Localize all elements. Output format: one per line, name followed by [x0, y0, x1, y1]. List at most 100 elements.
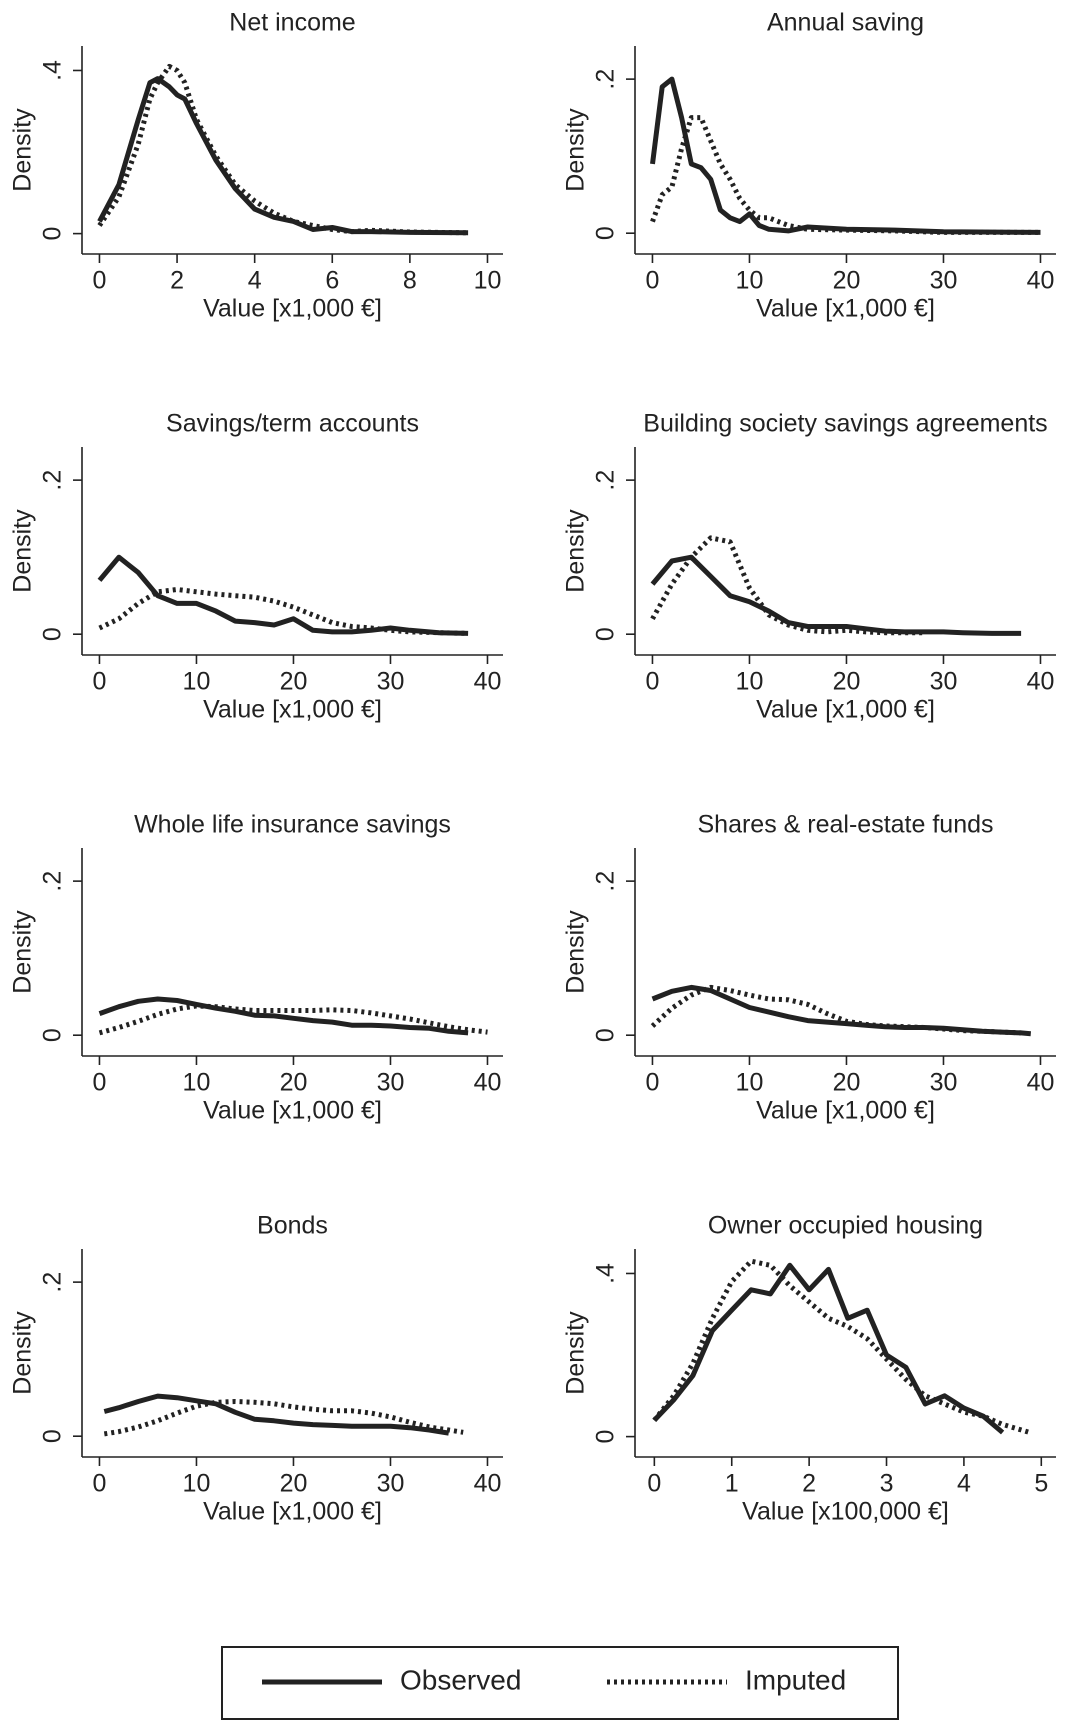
y-axis-label: Density	[9, 509, 37, 593]
x-tick-label: 0	[93, 1470, 107, 1498]
y-tick-label: 0	[39, 627, 67, 641]
x-axis-label: Value [x1,000 €]	[203, 1498, 382, 1526]
x-tick-label: 0	[646, 1069, 660, 1097]
x-tick-label: 4	[248, 267, 262, 295]
legend-box	[221, 1646, 899, 1720]
y-tick-label: 0	[39, 1028, 67, 1042]
x-tick-label: 10	[736, 668, 764, 696]
y-axis-label: Density	[9, 108, 37, 192]
panel-title: Annual saving	[767, 9, 924, 37]
x-axis-label: Value [x1,000 €]	[203, 1097, 382, 1125]
x-tick-label: 1	[725, 1470, 739, 1498]
x-tick-label: 30	[377, 1470, 405, 1498]
panel-title: Whole life insurance savings	[134, 811, 451, 839]
y-tick-label: .2	[592, 470, 620, 491]
panel-title: Net income	[229, 9, 355, 37]
y-tick-label: 0	[39, 227, 67, 241]
density-line	[652, 1262, 1005, 1435]
x-tick-label: 10	[183, 1470, 211, 1498]
x-tick-label: 0	[646, 267, 660, 295]
density-line	[650, 535, 925, 636]
legend-label: Imputed	[745, 1664, 846, 1695]
x-tick-label: 40	[1027, 668, 1055, 696]
y-axis-label: Density	[9, 910, 37, 994]
density-line	[103, 1399, 464, 1437]
y-tick-label: .4	[592, 1263, 620, 1284]
x-tick-label: 0	[647, 1470, 661, 1498]
x-tick-label: 2	[170, 267, 184, 295]
y-axis-label: Density	[562, 509, 590, 593]
x-tick-label: 20	[833, 668, 861, 696]
x-axis-label: Value [x1,000 €]	[756, 696, 935, 724]
y-tick-label: .2	[39, 1272, 67, 1293]
x-tick-label: 2	[802, 1470, 816, 1498]
panel-title: Savings/term accounts	[166, 410, 419, 438]
x-tick-label: 5	[1034, 1470, 1048, 1498]
density-line	[652, 1258, 1031, 1435]
x-tick-label: 30	[930, 668, 958, 696]
x-tick-label: 30	[930, 267, 958, 295]
density-line	[98, 587, 469, 636]
panel-title: Building society savings agreements	[643, 410, 1047, 438]
y-tick-label: .2	[592, 871, 620, 892]
y-tick-label: .2	[39, 871, 67, 892]
legend-label: Observed	[400, 1664, 521, 1695]
density-line	[98, 996, 469, 1036]
x-tick-label: 10	[183, 1069, 211, 1097]
x-tick-label: 6	[325, 267, 339, 295]
y-tick-label: 0	[592, 226, 620, 240]
x-tick-label: 0	[93, 668, 107, 696]
density-line	[650, 76, 1041, 235]
x-tick-label: 4	[957, 1470, 971, 1498]
x-tick-label: 20	[280, 668, 308, 696]
y-tick-label: 0	[592, 1430, 620, 1444]
x-tick-label: 30	[930, 1069, 958, 1097]
x-tick-label: 20	[833, 267, 861, 295]
x-tick-label: 10	[736, 267, 764, 295]
y-axis-label: Density	[9, 1311, 37, 1395]
x-tick-label: 40	[474, 1069, 502, 1097]
y-tick-label: .4	[39, 60, 67, 81]
density-line	[97, 76, 469, 236]
y-tick-label: 0	[39, 1429, 67, 1443]
x-axis-label: Value [x1,000 €]	[756, 1097, 935, 1125]
x-tick-label: 10	[474, 267, 502, 295]
density-line	[98, 1003, 488, 1036]
y-axis-label: Density	[562, 910, 590, 994]
density-line	[97, 63, 469, 236]
x-axis-label: Value [x1,000 €]	[756, 295, 935, 323]
x-tick-label: 20	[833, 1069, 861, 1097]
panel-title: Shares & real-estate funds	[698, 811, 994, 839]
y-axis-label: Density	[562, 1311, 590, 1395]
x-axis-label: Value [x1,000 €]	[203, 295, 382, 323]
density-line	[650, 554, 1022, 636]
panel-title: Owner occupied housing	[708, 1212, 983, 1240]
x-tick-label: 30	[377, 1069, 405, 1097]
x-tick-label: 0	[93, 267, 107, 295]
x-tick-label: 40	[474, 668, 502, 696]
density-line	[651, 984, 1032, 1037]
density-line	[650, 115, 1041, 235]
x-tick-label: 30	[377, 668, 405, 696]
y-tick-label: 0	[592, 1028, 620, 1042]
panel-title: Bonds	[257, 1212, 328, 1240]
x-axis-label: Value [x1,000 €]	[203, 696, 382, 724]
x-tick-label: 20	[280, 1470, 308, 1498]
y-axis-label: Density	[562, 108, 590, 192]
density-line	[650, 984, 1022, 1036]
density-line	[103, 1393, 450, 1436]
y-tick-label: .2	[39, 470, 67, 491]
x-tick-label: 8	[403, 267, 417, 295]
density-line	[97, 554, 469, 636]
y-tick-label: .2	[592, 69, 620, 90]
x-tick-label: 10	[183, 668, 211, 696]
x-tick-label: 3	[880, 1470, 894, 1498]
x-tick-label: 10	[736, 1069, 764, 1097]
x-tick-label: 0	[646, 668, 660, 696]
x-axis-label: Value [x100,000 €]	[742, 1498, 949, 1526]
x-tick-label: 0	[93, 1069, 107, 1097]
y-tick-label: 0	[592, 627, 620, 641]
x-tick-label: 40	[1027, 267, 1055, 295]
x-tick-label: 20	[280, 1069, 308, 1097]
